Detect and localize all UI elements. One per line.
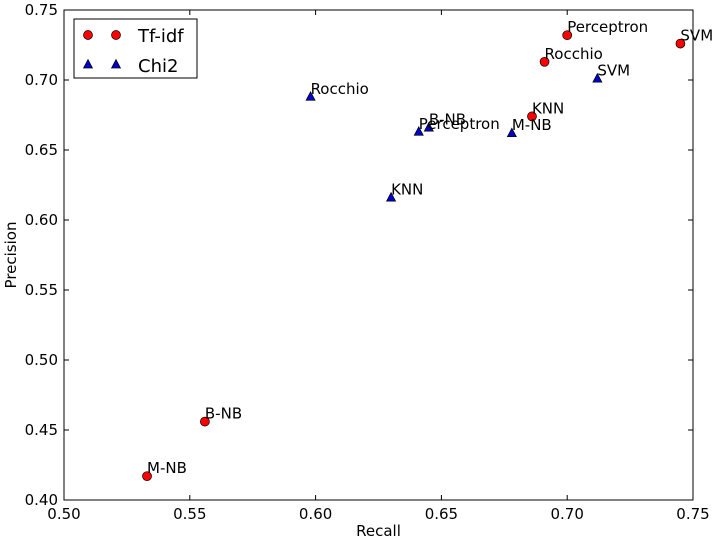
legend: Tf-idf Chi2	[73, 18, 198, 79]
x-tick-label: 0.60	[299, 505, 332, 523]
x-tick-label: 0.70	[550, 505, 583, 523]
point-label-chi2-b-nb: B-NB	[429, 111, 466, 129]
point-tfidf-m-nb	[142, 471, 152, 482]
point-label-tfidf-knn: KNN	[532, 99, 564, 117]
x-tick-label: 0.65	[425, 505, 458, 523]
point-label-tfidf-b-nb: B-NB	[205, 405, 242, 423]
y-tick-label: 0.65	[25, 141, 58, 159]
point-tfidf-knn	[527, 111, 537, 122]
y-tick-label: 0.55	[25, 281, 58, 299]
legend-label-chi2: Chi2	[138, 56, 178, 77]
plot-frame	[63, 9, 694, 501]
x-tick-label: 0.50	[47, 505, 80, 523]
point-chi2-b-nb	[423, 121, 434, 132]
point-label-tfidf-perceptron: Perceptron	[567, 18, 648, 36]
point-chi2-knn	[385, 191, 397, 202]
y-tick-label: 0.60	[25, 211, 58, 229]
plot-background	[64, 10, 693, 500]
point-label-chi2-rocchio: Rocchio	[311, 80, 369, 98]
legend-marker-chi2	[110, 58, 122, 69]
y-tick-label: 0.75	[25, 1, 58, 19]
axis-ticks: 0.50 0.55 0.60 0.65 0.70 0.75 0.40 0.45 0.50 0.55…	[25, 1, 710, 523]
legend-marker-tfidf	[111, 30, 121, 40]
point-label-chi2-knn: KNN	[391, 181, 423, 199]
x-tick-label: 0.75	[676, 505, 709, 523]
legend-label-tfidf: Tf-idf	[137, 26, 184, 47]
point-chi2-svm	[592, 72, 603, 83]
legend-marker-tfidf	[83, 30, 93, 40]
point-tfidf-svm	[675, 38, 686, 49]
y-tick-label: 0.70	[25, 71, 58, 89]
point-label-tfidf-rocchio: Rocchio	[545, 45, 603, 63]
point-chi2-m-nb	[506, 127, 517, 138]
point-label-chi2-svm: SVM	[597, 62, 630, 80]
x-tick-label: 0.55	[173, 505, 206, 523]
point-label-chi2-m-nb: M-NB	[512, 116, 552, 134]
legend-box	[73, 18, 198, 79]
y-tick-label: 0.50	[25, 351, 58, 369]
chart-marks: SVMPerceptronRocchioKNNB-NBM-NBSVMRocchi…	[142, 18, 713, 482]
point-tfidf-perceptron	[562, 30, 573, 41]
y-axis-title: Precision	[2, 222, 20, 289]
x-axis-title: Recall	[356, 522, 401, 540]
point-label-tfidf-m-nb: M-NB	[147, 459, 187, 477]
legend-marker-chi2	[82, 58, 94, 69]
y-tick-label: 0.40	[25, 491, 58, 509]
point-label-tfidf-svm: SVM	[680, 27, 713, 45]
y-tick-label: 0.45	[25, 421, 58, 439]
point-label-chi2-perceptron: Perceptron	[419, 115, 500, 133]
point-tfidf-rocchio	[539, 56, 550, 67]
point-tfidf-b-nb	[200, 416, 210, 427]
point-chi2-perceptron	[413, 126, 424, 136]
point-chi2-rocchio	[305, 91, 316, 101]
